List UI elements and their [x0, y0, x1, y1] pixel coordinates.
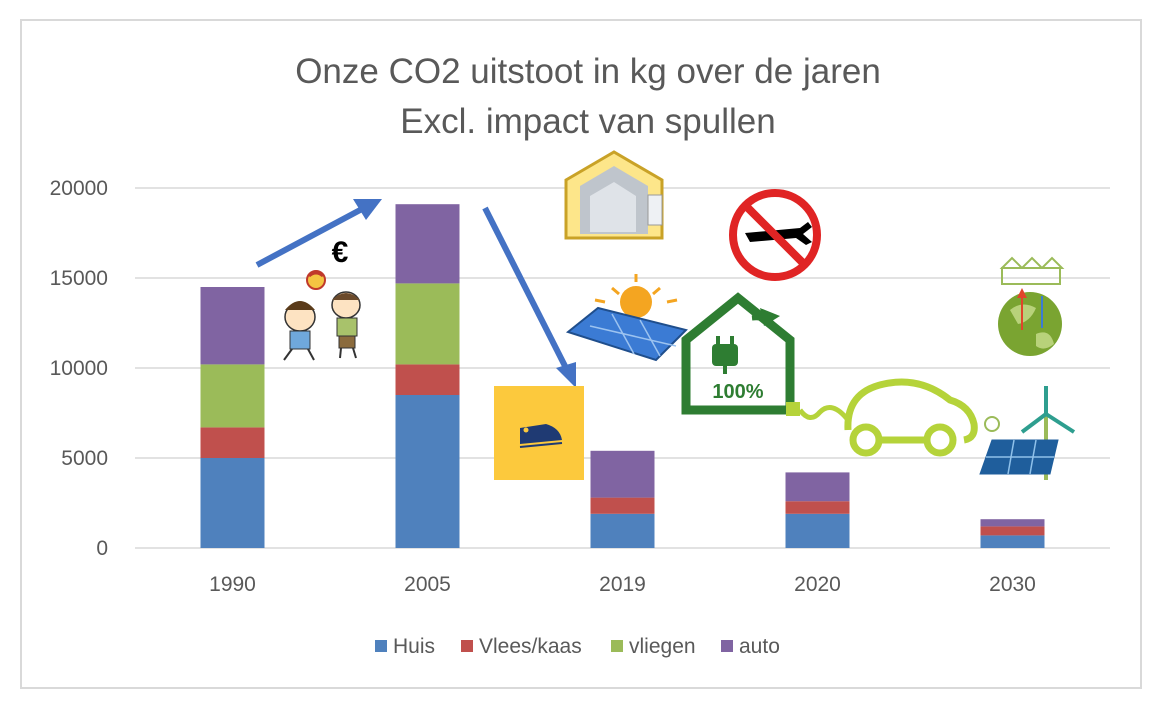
- legend-swatch: [611, 640, 623, 652]
- legend-swatch: [375, 640, 387, 652]
- solar-panel-icon: [565, 274, 688, 362]
- no-flying-icon: [729, 189, 821, 281]
- x-tick-label: 1990: [209, 573, 256, 596]
- legend-swatch: [721, 640, 733, 652]
- bar-huis-1990: [200, 458, 265, 548]
- chart-subtitle: Excl. impact van spullen: [400, 102, 776, 141]
- x-tick-label: 2020: [794, 573, 841, 596]
- bar-auto-2020: [785, 472, 850, 502]
- bar-huis-2005: [395, 395, 460, 548]
- y-tick-label: 5000: [61, 447, 108, 470]
- x-tick-label: 2005: [404, 573, 451, 596]
- green-electricity-house-icon: 100%: [681, 292, 795, 415]
- y-tick-label: 10000: [50, 357, 108, 380]
- legend-label: Huis: [393, 635, 435, 658]
- x-tick-label: 2019: [599, 573, 646, 596]
- solar-and-wind-icon: [979, 386, 1076, 480]
- electric-car-icon: [786, 378, 978, 457]
- legend-label: Vlees/kaas: [479, 635, 582, 658]
- bar-auto-2005: [395, 204, 460, 284]
- bar-vlees-kaas-1990: [200, 427, 265, 458]
- bar-vlees-kaas-2019: [590, 497, 655, 514]
- sustainable-earth-icon: [998, 256, 1065, 356]
- legend: Huis Vlees/kaas vliegen auto: [375, 635, 780, 658]
- bar-vliegen-2005: [395, 283, 460, 365]
- bar-vliegen-1990: [200, 364, 265, 428]
- legend-label: auto: [739, 635, 780, 658]
- legend-label: vliegen: [629, 635, 696, 658]
- green-electricity-badge: 100%: [712, 381, 763, 403]
- train-icon: [494, 386, 584, 480]
- legend-swatch: [461, 640, 473, 652]
- bar-vlees-kaas-2005: [395, 364, 460, 395]
- children-playing-icon: [283, 270, 361, 361]
- x-tick-label: 2030: [989, 573, 1036, 596]
- bar-huis-2030: [980, 535, 1045, 548]
- trend-arrow-down-icon: [482, 206, 576, 388]
- bar-vlees-kaas-2030: [980, 526, 1045, 536]
- trend-arrow-up-icon: [255, 199, 382, 268]
- bar-huis-2020: [785, 513, 850, 548]
- bar-auto-1990: [200, 287, 265, 365]
- bar-vlees-kaas-2020: [785, 501, 850, 514]
- y-tick-label: 20000: [50, 177, 108, 200]
- bar-auto-2030: [980, 519, 1045, 527]
- bars: [200, 204, 1045, 548]
- bar-huis-2019: [590, 513, 655, 548]
- chart-title: Onze CO2 uitstoot in kg over de jaren: [295, 52, 881, 91]
- bar-auto-2019: [590, 450, 655, 498]
- insulated-house-icon: [564, 150, 664, 240]
- y-tick-label: 0: [96, 537, 108, 560]
- y-axis-ticks: 0 5000 10000 15000 20000: [50, 177, 108, 560]
- y-tick-label: 15000: [50, 267, 108, 290]
- x-axis-ticks: 1990 2005 2019 2020 2030: [209, 573, 1036, 596]
- euro-sign: €: [332, 236, 349, 269]
